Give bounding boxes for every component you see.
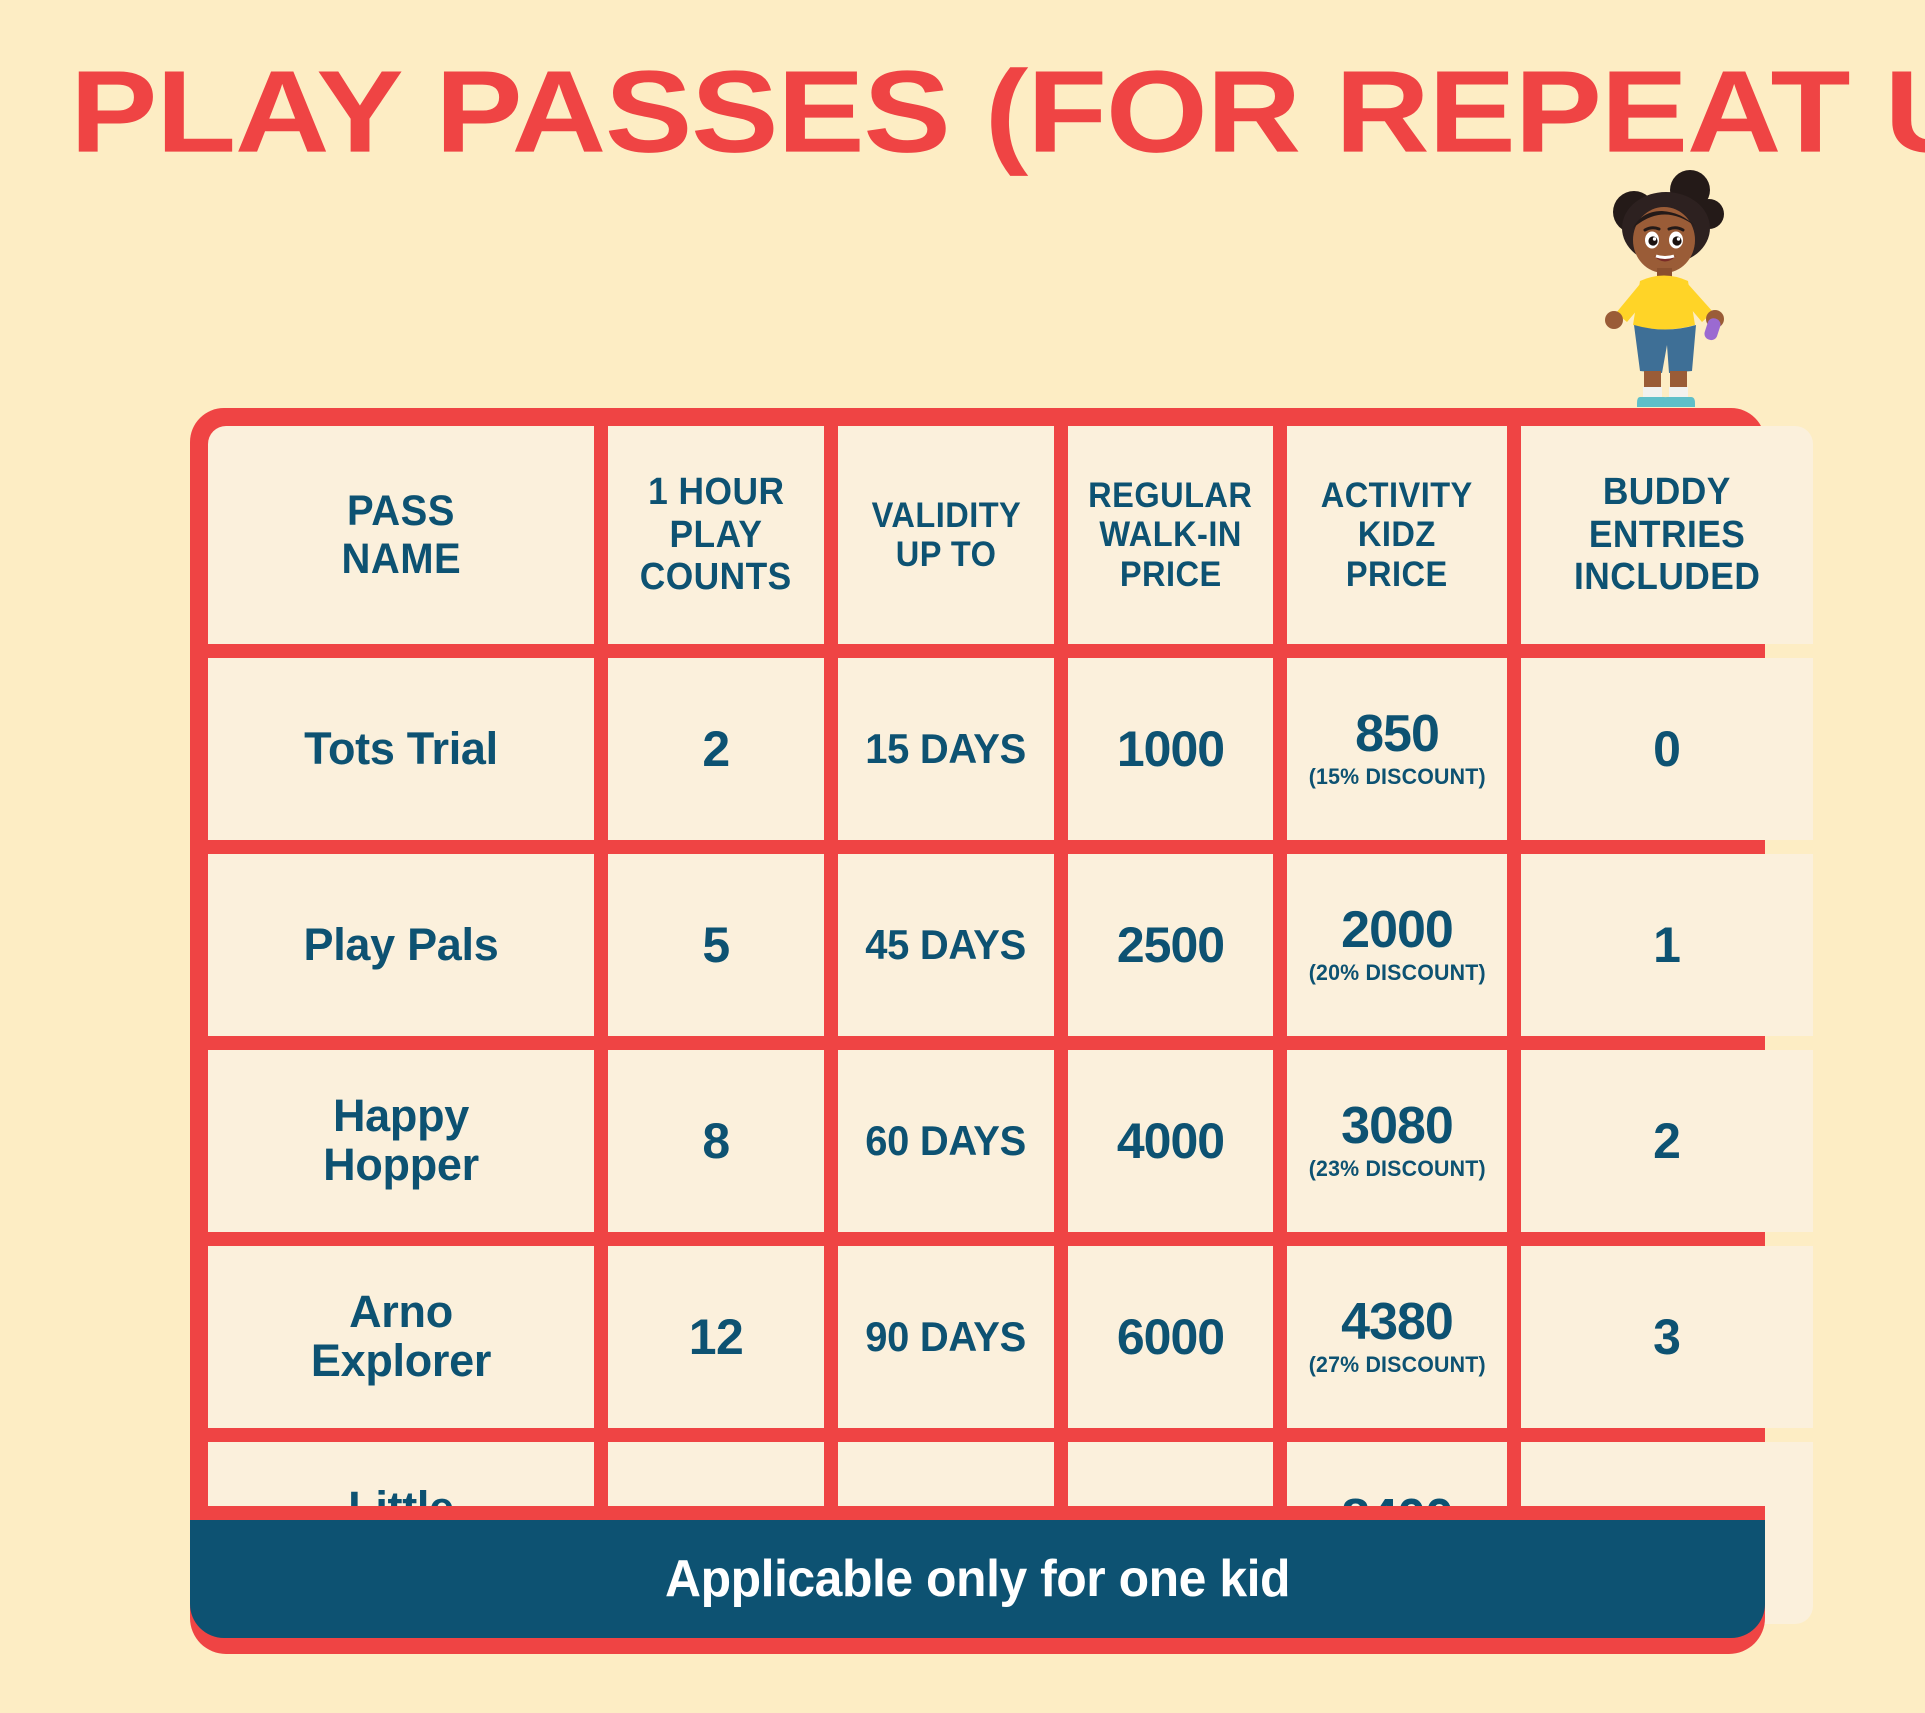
kidz-price-cell: 4380 (27% DISCOUNT) [1287, 1246, 1507, 1428]
buddy-entries-cell: 0 [1521, 658, 1813, 840]
play-counts-cell: 2 [608, 658, 824, 840]
play-counts-value: 2 [702, 721, 730, 777]
girl-character-illustration [1578, 168, 1753, 413]
header-line: INCLUDED [1573, 556, 1761, 599]
regular-price-cell: 1000 [1068, 658, 1273, 840]
validity-value: 90 DAYS [865, 1313, 1027, 1360]
pass-name-line2: Explorer [310, 1335, 492, 1386]
buddy-entries-value: 0 [1653, 721, 1681, 777]
regular-price-cell: 6000 [1068, 1246, 1273, 1428]
kidz-price-value: 4380 [1341, 1293, 1454, 1351]
header-line: VALIDITY [871, 495, 1021, 535]
play-counts-cell: 8 [608, 1050, 824, 1232]
discount-label: (15% DISCOUNT) [1308, 764, 1486, 789]
table-row: Arno Explorer [208, 1246, 594, 1428]
regular-price-value: 6000 [1116, 1309, 1225, 1365]
play-passes-table: PASS NAME 1 HOUR PLAY COUNTS VALIDITY UP… [190, 408, 1813, 1642]
validity-cell: 15 DAYS [838, 658, 1054, 840]
buddy-entries-value: 1 [1653, 917, 1681, 973]
validity-value: 45 DAYS [865, 921, 1027, 968]
discount-label: (23% DISCOUNT) [1308, 1156, 1486, 1181]
header-line: PLAY [669, 513, 763, 556]
header-line: PRICE [1346, 554, 1448, 594]
header-line: PRICE [1119, 554, 1222, 594]
table-grid: PASS NAME 1 HOUR PLAY COUNTS VALIDITY UP… [208, 426, 1813, 1624]
validity-cell: 90 DAYS [838, 1246, 1054, 1428]
column-header-play-counts: 1 HOUR PLAY COUNTS [608, 426, 824, 644]
header-line: UP TO [895, 535, 997, 574]
column-header-kidz-price: ACTIVITY KIDZ PRICE [1287, 426, 1507, 644]
validity-cell: 45 DAYS [838, 854, 1054, 1036]
kidz-price-cell: 850 (15% DISCOUNT) [1287, 658, 1507, 840]
play-counts-cell: 5 [608, 854, 824, 1036]
buddy-entries-value: 2 [1653, 1113, 1681, 1169]
kidz-price-value: 2000 [1341, 901, 1454, 959]
discount-label: (27% DISCOUNT) [1308, 1352, 1486, 1377]
column-header-validity: VALIDITY UP TO [838, 426, 1054, 644]
kidz-price-cell: 2000 (20% DISCOUNT) [1287, 854, 1507, 1036]
header-line: 1 HOUR [647, 471, 785, 514]
footer-banner: Applicable only for one kid [190, 1520, 1765, 1638]
regular-price-cell: 2500 [1068, 854, 1273, 1036]
pass-name-line2: Hopper [323, 1139, 479, 1190]
header-line: COUNTS [639, 556, 792, 599]
table-row: Play Pals [208, 854, 594, 1036]
pass-name: Arno [349, 1286, 453, 1338]
header-line: KIDZ [1358, 515, 1436, 555]
kidz-price-cell: 3080 (23% DISCOUNT) [1287, 1050, 1507, 1232]
discount-label: (20% DISCOUNT) [1308, 960, 1486, 985]
buddy-entries-cell: 3 [1521, 1246, 1813, 1428]
header-line: BUDDY [1603, 471, 1731, 514]
column-header-pass-name: PASS NAME [208, 426, 594, 644]
header-line: NAME [341, 535, 461, 583]
regular-price-value: 1000 [1116, 721, 1225, 777]
play-counts-value: 8 [702, 1113, 730, 1169]
kidz-price-value: 850 [1355, 705, 1440, 763]
pass-name: Tots Trial [304, 722, 498, 774]
regular-price-cell: 4000 [1068, 1050, 1273, 1232]
kidz-price-value: 3080 [1341, 1097, 1454, 1155]
table-row: Happy Hopper [208, 1050, 594, 1232]
validity-value: 15 DAYS [865, 725, 1027, 772]
play-counts-value: 5 [702, 917, 730, 973]
header-line: REGULAR [1088, 476, 1253, 516]
column-header-buddy-entries: BUDDY ENTRIES INCLUDED [1521, 426, 1813, 644]
pass-name: Play Pals [303, 918, 499, 970]
pass-name: Happy [332, 1090, 470, 1142]
play-counts-cell: 12 [608, 1246, 824, 1428]
page-title: PLAY PASSES (FOR REPEAT USE) [70, 47, 1925, 178]
footer-note: Applicable only for one kid [665, 1550, 1290, 1608]
table-row: Tots Trial [208, 658, 594, 840]
header-line: PASS [347, 486, 455, 535]
header-line: ENTRIES [1588, 513, 1746, 556]
buddy-entries-cell: 2 [1521, 1050, 1813, 1232]
regular-price-value: 4000 [1116, 1113, 1225, 1169]
header-line: ACTIVITY [1320, 476, 1473, 516]
validity-value: 60 DAYS [865, 1117, 1027, 1164]
buddy-entries-value: 3 [1653, 1309, 1681, 1365]
validity-cell: 60 DAYS [838, 1050, 1054, 1232]
regular-price-value: 2500 [1116, 917, 1225, 973]
header-line: WALK-IN [1099, 515, 1242, 555]
play-counts-value: 12 [688, 1309, 744, 1365]
column-header-regular-price: REGULAR WALK-IN PRICE [1068, 426, 1273, 644]
buddy-entries-cell: 1 [1521, 854, 1813, 1036]
